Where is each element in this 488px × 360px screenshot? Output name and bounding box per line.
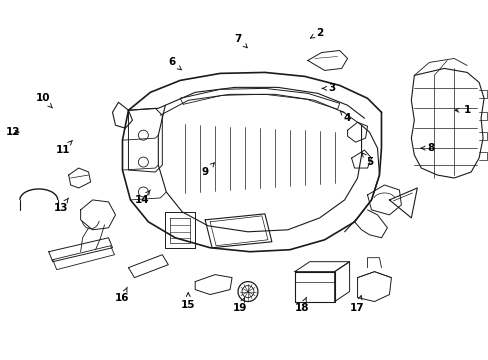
Text: 5: 5 xyxy=(361,152,372,167)
Text: 3: 3 xyxy=(322,84,335,93)
Text: 19: 19 xyxy=(232,297,247,312)
Text: 18: 18 xyxy=(294,297,308,312)
Text: 15: 15 xyxy=(181,293,195,310)
Text: 13: 13 xyxy=(53,198,68,213)
Text: 4: 4 xyxy=(340,111,350,123)
Text: 1: 1 xyxy=(454,105,470,115)
Text: 17: 17 xyxy=(349,296,364,312)
Text: 8: 8 xyxy=(420,143,434,153)
Text: 9: 9 xyxy=(201,163,214,177)
Text: 10: 10 xyxy=(36,93,52,108)
Text: 11: 11 xyxy=(55,140,72,155)
Text: 12: 12 xyxy=(6,127,20,137)
Text: 6: 6 xyxy=(168,58,181,70)
Text: 7: 7 xyxy=(234,33,247,48)
Text: 2: 2 xyxy=(310,28,323,38)
Text: 16: 16 xyxy=(115,287,129,302)
Text: 14: 14 xyxy=(135,190,150,205)
